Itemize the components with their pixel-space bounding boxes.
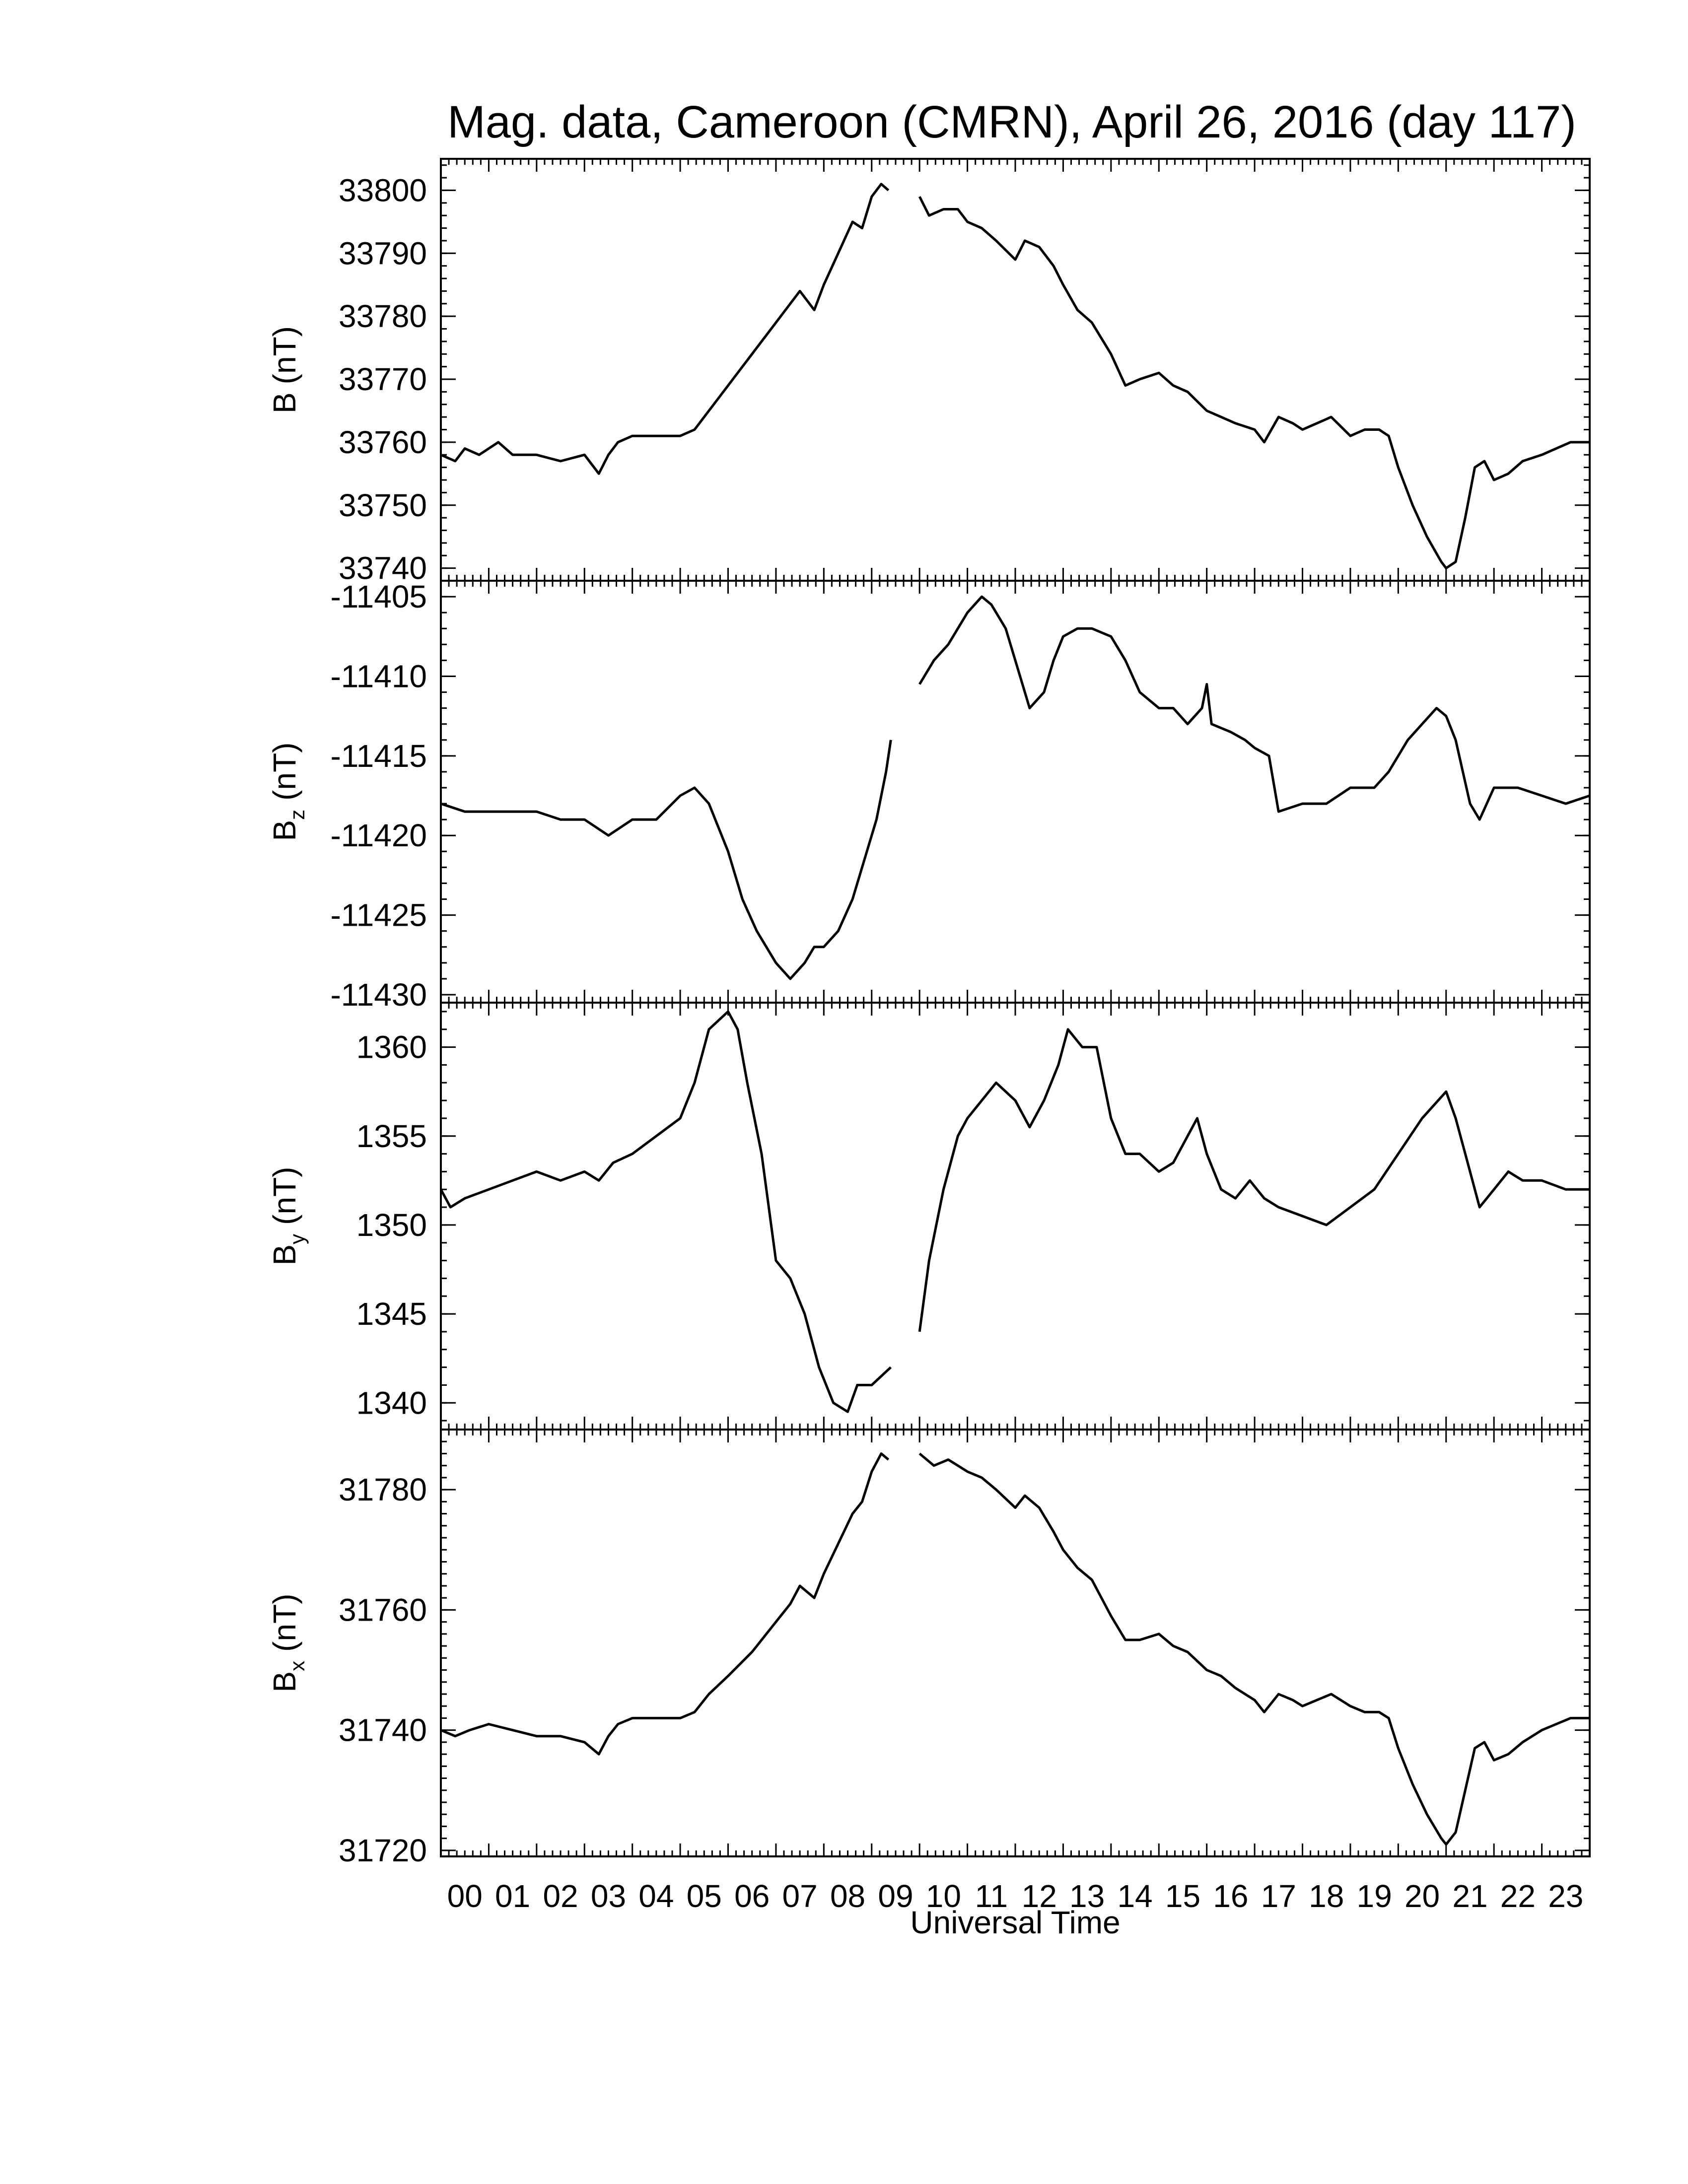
y-axis-label-subscript: x <box>285 1661 309 1671</box>
panel-Bx: 31720 31740 31760 31780 Bx (nT) <box>267 1429 1591 1868</box>
y-tick-label: 1340 <box>356 1385 427 1421</box>
y-tick-label: 31720 <box>339 1833 427 1868</box>
series-line-Bz <box>440 740 892 980</box>
y-axis-label-Bx: Bx (nT) <box>267 1594 309 1693</box>
x-tick-label: 14 <box>1117 1878 1152 1914</box>
panel-Bz: -11430 -11425 -11420 -11415 -11410 -11405 Bz (n… <box>267 579 1591 1013</box>
series-line-B <box>440 183 890 475</box>
y-axis-label-unit: (nT) <box>267 743 302 801</box>
y-axis-label-unit: (nT) <box>267 1594 302 1652</box>
y-tick-label: 33750 <box>339 487 427 523</box>
x-tick-label: 13 <box>1069 1878 1105 1914</box>
x-tick-label: 09 <box>878 1878 913 1914</box>
x-tick-label: 17 <box>1261 1878 1296 1914</box>
panel-By: 1340 1345 1350 1355 1360 By (nT) <box>267 1002 1591 1431</box>
y-tick-label: -11405 <box>330 579 427 614</box>
x-tick-label: 04 <box>638 1878 674 1914</box>
x-tick-label: 07 <box>782 1878 818 1914</box>
x-tick-label: 11 <box>975 1878 1008 1914</box>
y-axis-label-By: By (nT) <box>267 1167 309 1266</box>
y-axis-label-subscript: z <box>285 810 309 820</box>
x-tick-label: 00 <box>447 1878 483 1914</box>
chart-title: Mag. data, Cameroon (CMRN), April 26, 20… <box>447 97 1576 147</box>
y-tick-label: -11420 <box>330 818 427 853</box>
series-line-By <box>439 1010 892 1413</box>
y-axis-label-unit: (nT) <box>267 326 302 384</box>
x-tick-label: 05 <box>687 1878 722 1914</box>
x-axis-label: Universal Time <box>910 1905 1120 1940</box>
x-tick-label: 19 <box>1357 1878 1392 1914</box>
series-line-By <box>918 1028 1590 1332</box>
y-tick-label: -11410 <box>330 658 427 694</box>
x-tick-label: 06 <box>734 1878 770 1914</box>
y-axis-label-main: B <box>267 392 302 413</box>
panel-frame <box>440 1002 1591 1431</box>
x-tick-label: 12 <box>1022 1878 1057 1914</box>
y-tick-label: 31760 <box>339 1592 427 1628</box>
x-tick-label: 03 <box>591 1878 626 1914</box>
y-tick-label: -11425 <box>330 897 427 933</box>
x-tick-label: 22 <box>1500 1878 1536 1914</box>
y-tick-label: 33790 <box>339 235 427 271</box>
y-tick-label: 33780 <box>339 298 427 334</box>
y-tick-label: -11415 <box>330 738 427 774</box>
y-axis-label-Bz: Bz (nT) <box>267 743 309 841</box>
x-tick-label: 21 <box>1452 1878 1487 1914</box>
y-tick-label: 1360 <box>356 1029 427 1065</box>
y-tick-label: 33770 <box>339 361 427 397</box>
y-axis-label-unit: (nT) <box>267 1167 302 1225</box>
series-line-Bx <box>918 1452 1590 1846</box>
y-tick-label: -11430 <box>330 977 427 1013</box>
series-line-B <box>918 196 1590 570</box>
x-tick-label: 23 <box>1548 1878 1583 1914</box>
x-tick-label: 08 <box>830 1878 865 1914</box>
panel-B: 33740 33750 33760 33770 33780 33790 33800 B (nT) <box>267 158 1591 586</box>
y-tick-label: 33760 <box>339 424 427 460</box>
y-axis-label-subscript: y <box>285 1234 309 1244</box>
x-tick-label: 16 <box>1213 1878 1248 1914</box>
x-tick-labels: 00 01 02 03 04 05 06 07 08 09 10 11 12 13 14 15 16 17 18 19… <box>447 1878 1584 1914</box>
y-tick-label: 1355 <box>356 1118 427 1154</box>
y-tick-label: 1345 <box>356 1296 427 1332</box>
y-axis-label-B: B (nT) <box>267 326 302 413</box>
x-tick-label: 15 <box>1165 1878 1200 1914</box>
x-tick-label: 10 <box>926 1878 961 1914</box>
y-tick-label: 33800 <box>339 172 427 208</box>
y-tick-label: 31780 <box>339 1472 427 1507</box>
panels-group: 33740 33750 33760 33770 33780 33790 33800 B (nT)… <box>267 158 1591 1868</box>
y-axis-label-main: B <box>267 820 302 841</box>
y-axis-label-main: B <box>267 1671 302 1693</box>
series-line-Bz <box>918 595 1590 821</box>
x-tick-label: 02 <box>543 1878 578 1914</box>
y-axis-label-main: B <box>267 1244 302 1266</box>
series-line-Bx <box>440 1452 890 1756</box>
y-tick-label: 31740 <box>339 1712 427 1748</box>
x-tick-label: 18 <box>1309 1878 1344 1914</box>
x-tick-label: 01 <box>495 1878 530 1914</box>
y-tick-label: 33740 <box>339 550 427 586</box>
x-tick-label: 20 <box>1405 1878 1440 1914</box>
y-tick-label: 1350 <box>356 1207 427 1243</box>
panel-frame <box>440 580 1591 1004</box>
